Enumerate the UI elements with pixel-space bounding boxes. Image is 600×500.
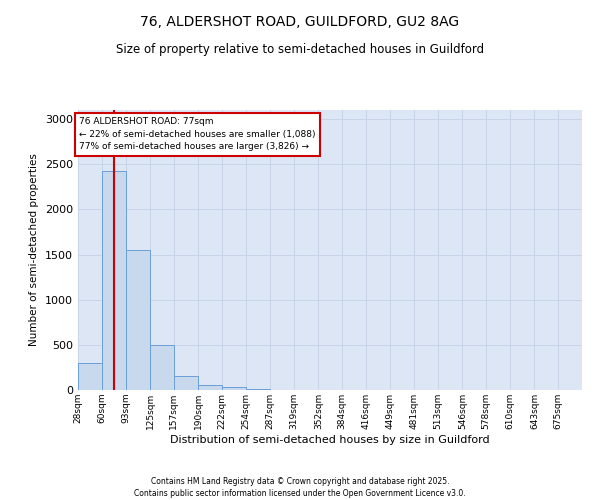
Bar (174, 376, 197, 390)
Text: Contains HM Land Registry data © Crown copyright and database right 2025.
Contai: Contains HM Land Registry data © Crown c… (134, 476, 466, 498)
Bar (78, 363, 102, 390)
Bar (198, 384, 222, 390)
Bar (150, 345, 174, 390)
Text: 76 ALDERSHOT ROAD: 77sqm
← 22% of semi-detached houses are smaller (1,088)
77% o: 76 ALDERSHOT ROAD: 77sqm ← 22% of semi-d… (79, 117, 316, 151)
X-axis label: Distribution of semi-detached houses by size in Guildford: Distribution of semi-detached houses by … (170, 434, 490, 444)
Y-axis label: Number of semi-detached properties: Number of semi-detached properties (29, 154, 40, 346)
Bar (222, 388, 246, 390)
Text: 76, ALDERSHOT ROAD, GUILDFORD, GU2 8AG: 76, ALDERSHOT ROAD, GUILDFORD, GU2 8AG (140, 15, 460, 29)
Text: Size of property relative to semi-detached houses in Guildford: Size of property relative to semi-detach… (116, 42, 484, 56)
Bar (126, 250, 150, 390)
Bar (246, 389, 269, 390)
Bar (102, 170, 125, 390)
